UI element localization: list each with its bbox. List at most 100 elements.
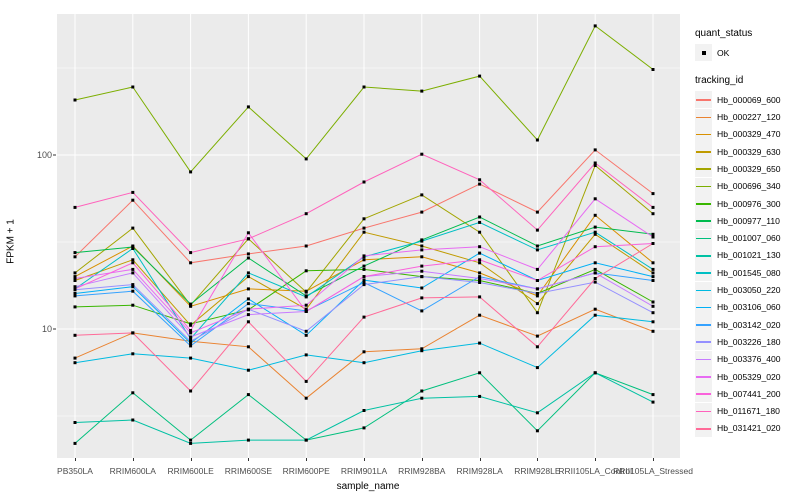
data-point-marker[interactable] xyxy=(189,441,193,445)
data-point-marker[interactable] xyxy=(535,334,539,338)
data-point-marker[interactable] xyxy=(362,230,366,234)
data-point-marker[interactable] xyxy=(420,275,424,279)
data-point-marker[interactable] xyxy=(593,307,597,311)
data-point-marker[interactable] xyxy=(651,261,655,265)
data-point-marker[interactable] xyxy=(593,164,597,167)
data-point-marker[interactable] xyxy=(535,411,539,415)
data-point-marker[interactable] xyxy=(246,438,250,442)
data-point-marker[interactable] xyxy=(131,247,135,250)
data-point-marker[interactable] xyxy=(304,269,308,273)
data-point-marker[interactable] xyxy=(131,352,135,356)
data-point-marker[interactable] xyxy=(73,277,77,280)
data-point-marker[interactable] xyxy=(535,287,539,291)
data-point-marker[interactable] xyxy=(478,215,482,219)
legend-item-Hb_007441_200[interactable]: Hb_007441_200 xyxy=(695,385,800,403)
legend-item-Hb_003106_060[interactable]: Hb_003106_060 xyxy=(695,298,800,316)
data-point-marker[interactable] xyxy=(651,242,655,245)
data-point-marker[interactable] xyxy=(535,345,539,349)
data-point-marker[interactable] xyxy=(304,438,308,442)
data-point-marker[interactable] xyxy=(304,244,308,248)
data-point-marker[interactable] xyxy=(362,361,366,365)
data-point-marker[interactable] xyxy=(478,313,482,317)
data-point-marker[interactable] xyxy=(478,230,482,234)
data-point-marker[interactable] xyxy=(362,281,366,284)
data-point-marker[interactable] xyxy=(131,331,135,335)
data-point-marker[interactable] xyxy=(246,368,250,372)
data-point-marker[interactable] xyxy=(478,182,482,186)
data-point-marker[interactable] xyxy=(73,255,77,259)
data-point-marker[interactable] xyxy=(189,356,193,360)
data-point-marker[interactable] xyxy=(189,339,193,343)
data-point-marker[interactable] xyxy=(651,271,655,275)
data-point-marker[interactable] xyxy=(362,254,366,258)
data-point-marker[interactable] xyxy=(362,85,366,89)
data-point-marker[interactable] xyxy=(593,280,597,284)
data-point-marker[interactable] xyxy=(420,349,424,353)
data-point-marker[interactable] xyxy=(593,197,597,201)
data-point-marker[interactable] xyxy=(478,275,482,279)
data-point-marker[interactable] xyxy=(478,279,482,282)
data-point-marker[interactable] xyxy=(535,292,539,295)
data-point-marker[interactable] xyxy=(131,418,135,422)
data-point-marker[interactable] xyxy=(246,231,250,235)
data-point-marker[interactable] xyxy=(478,74,482,78)
legend-item-Hb_000696_340[interactable]: Hb_000696_340 xyxy=(695,177,800,195)
data-point-marker[interactable] xyxy=(535,244,539,248)
data-point-marker[interactable] xyxy=(651,267,655,271)
data-point-marker[interactable] xyxy=(535,366,539,370)
data-point-marker[interactable] xyxy=(420,89,424,93)
legend-item-Hb_000329_650[interactable]: Hb_000329_650 xyxy=(695,160,800,178)
data-point-marker[interactable] xyxy=(362,226,366,230)
data-point-marker[interactable] xyxy=(478,271,482,275)
legend-item-Hb_000227_120[interactable]: Hb_000227_120 xyxy=(695,108,800,126)
data-point-marker[interactable] xyxy=(131,391,135,395)
data-point-marker[interactable] xyxy=(73,279,77,282)
data-point-marker[interactable] xyxy=(131,267,135,271)
data-point-marker[interactable] xyxy=(131,271,135,275)
data-point-marker[interactable] xyxy=(362,350,366,354)
data-point-marker[interactable] xyxy=(478,258,482,262)
data-point-marker[interactable] xyxy=(304,303,308,307)
data-point-marker[interactable] xyxy=(304,157,308,161)
legend-item-Hb_003226_180[interactable]: Hb_003226_180 xyxy=(695,333,800,351)
data-point-marker[interactable] xyxy=(651,329,655,333)
data-point-marker[interactable] xyxy=(304,379,308,383)
data-point-marker[interactable] xyxy=(304,295,308,299)
data-point-marker[interactable] xyxy=(73,271,77,275)
data-point-marker[interactable] xyxy=(478,178,482,182)
data-point-marker[interactable] xyxy=(593,245,597,249)
data-point-marker[interactable] xyxy=(246,393,250,397)
data-point-marker[interactable] xyxy=(651,68,655,71)
data-point-marker[interactable] xyxy=(131,285,135,289)
data-point-marker[interactable] xyxy=(189,251,193,255)
data-point-marker[interactable] xyxy=(651,300,655,304)
data-point-marker[interactable] xyxy=(420,193,424,197)
data-point-marker[interactable] xyxy=(131,289,135,293)
data-point-marker[interactable] xyxy=(246,320,250,324)
data-point-marker[interactable] xyxy=(362,264,366,268)
data-point-marker[interactable] xyxy=(131,303,135,307)
data-point-marker[interactable] xyxy=(593,161,597,165)
data-point-marker[interactable] xyxy=(246,297,250,301)
data-point-marker[interactable] xyxy=(304,396,308,400)
data-point-marker[interactable] xyxy=(593,271,597,275)
data-point-marker[interactable] xyxy=(420,255,424,259)
data-point-marker[interactable] xyxy=(535,294,539,298)
data-point-marker[interactable] xyxy=(131,85,135,89)
data-point-marker[interactable] xyxy=(593,225,597,229)
data-point-marker[interactable] xyxy=(246,345,250,349)
data-point-marker[interactable] xyxy=(304,329,308,333)
data-point-marker[interactable] xyxy=(593,313,597,317)
legend-item-Hb_000977_110[interactable]: Hb_000977_110 xyxy=(695,212,800,230)
data-point-marker[interactable] xyxy=(651,304,655,308)
data-point-marker[interactable] xyxy=(535,267,539,271)
data-point-marker[interactable] xyxy=(420,309,424,313)
data-point-marker[interactable] xyxy=(651,393,655,397)
data-point-marker[interactable] xyxy=(304,333,308,337)
legend-item-Hb_031421_020[interactable]: Hb_031421_020 xyxy=(695,419,800,437)
data-point-marker[interactable] xyxy=(593,371,597,375)
data-point-marker[interactable] xyxy=(478,371,482,375)
data-point-marker[interactable] xyxy=(420,269,424,273)
legend-item-Hb_000069_600[interactable]: Hb_000069_600 xyxy=(695,91,800,109)
data-point-marker[interactable] xyxy=(478,281,482,284)
